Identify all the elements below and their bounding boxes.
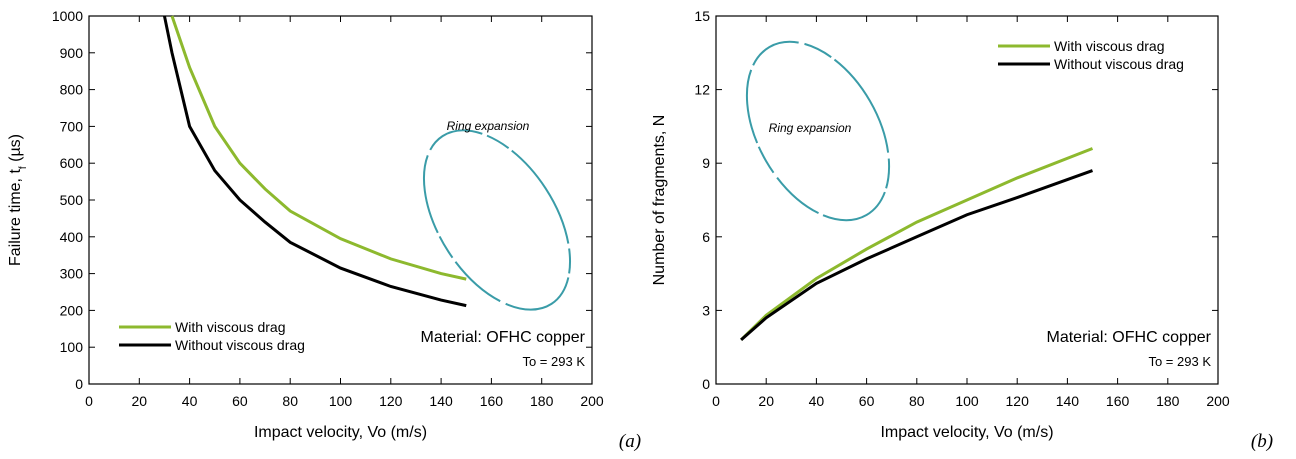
panel-label: (a) [619, 431, 641, 452]
inset-ring [422, 129, 572, 311]
series-line [740, 147, 1094, 341]
x-tick-label: 60 [232, 393, 248, 409]
legend-label: Without viscous drag [175, 337, 305, 353]
x-tick-label: 40 [182, 393, 198, 409]
x-tick-label: 60 [859, 393, 875, 409]
x-tick-label: 140 [1056, 393, 1080, 409]
x-tick-label: 0 [712, 393, 720, 409]
material-note: Material: OFHC copper [1047, 329, 1212, 346]
y-tick-label: 0 [702, 376, 710, 392]
y-axis-title-part: f [18, 166, 29, 169]
legend-label: With viscous drag [175, 319, 285, 335]
y-tick-label: 500 [60, 192, 84, 208]
y-tick-label: 100 [60, 339, 84, 355]
x-tick-label: 160 [1106, 393, 1130, 409]
y-axis-title-part: Number of fragments, N [651, 115, 668, 286]
y-tick-label: 0 [75, 376, 83, 392]
x-axis-title: Impact velocity, Vo (m/s) [880, 424, 1053, 441]
y-axis-title-part: (µs) [7, 134, 24, 166]
y-tick-label: 400 [60, 229, 84, 245]
material-note: Material: OFHC copper [421, 329, 586, 346]
y-tick-label: 300 [60, 266, 84, 282]
y-tick-label: 200 [60, 302, 84, 318]
x-tick-label: 100 [955, 393, 979, 409]
x-tick-label: 40 [809, 393, 825, 409]
temperature-note: To = 293 K [522, 354, 585, 369]
x-tick-label: 140 [429, 393, 453, 409]
series-line [740, 169, 1094, 341]
temperature-note: To = 293 K [1148, 354, 1211, 369]
y-axis-title-part: Failure time, t [7, 169, 24, 266]
x-tick-label: 180 [530, 393, 554, 409]
y-tick-label: 3 [702, 302, 710, 318]
x-tick-label: 120 [1006, 393, 1030, 409]
panel-label: (b) [1251, 431, 1273, 452]
y-tick-label: 6 [702, 229, 710, 245]
x-tick-label: 80 [282, 393, 298, 409]
legend-label: Without viscous drag [1054, 56, 1184, 72]
inset-label: Ring expansion [769, 121, 852, 135]
x-tick-label: 120 [379, 393, 403, 409]
y-tick-label: 600 [60, 155, 84, 171]
x-tick-label: 200 [1206, 393, 1230, 409]
inset-label: Ring expansion [447, 119, 530, 133]
y-tick-label: 700 [60, 118, 84, 134]
series-line [170, 15, 467, 281]
x-tick-label: 180 [1156, 393, 1180, 409]
series-line [162, 15, 467, 308]
y-tick-label: 800 [60, 82, 84, 98]
y-axis-title: Failure time, tf (µs) [7, 134, 29, 266]
x-tick-label: 20 [758, 393, 774, 409]
x-tick-label: 20 [132, 393, 148, 409]
x-tick-label: 80 [909, 393, 925, 409]
y-tick-label: 900 [60, 45, 84, 61]
x-axis-title: Impact velocity, Vo (m/s) [254, 424, 427, 441]
y-axis-title: Number of fragments, N [651, 115, 668, 286]
y-tick-label: 15 [694, 8, 710, 24]
x-tick-label: 0 [85, 393, 93, 409]
y-tick-label: 1000 [52, 8, 83, 24]
y-tick-label: 9 [702, 155, 710, 171]
y-tick-label: 12 [694, 82, 710, 98]
x-tick-label: 200 [580, 393, 604, 409]
x-tick-label: 160 [480, 393, 504, 409]
inset-ring [745, 40, 891, 222]
x-tick-label: 100 [329, 393, 353, 409]
legend-label: With viscous drag [1054, 38, 1164, 54]
